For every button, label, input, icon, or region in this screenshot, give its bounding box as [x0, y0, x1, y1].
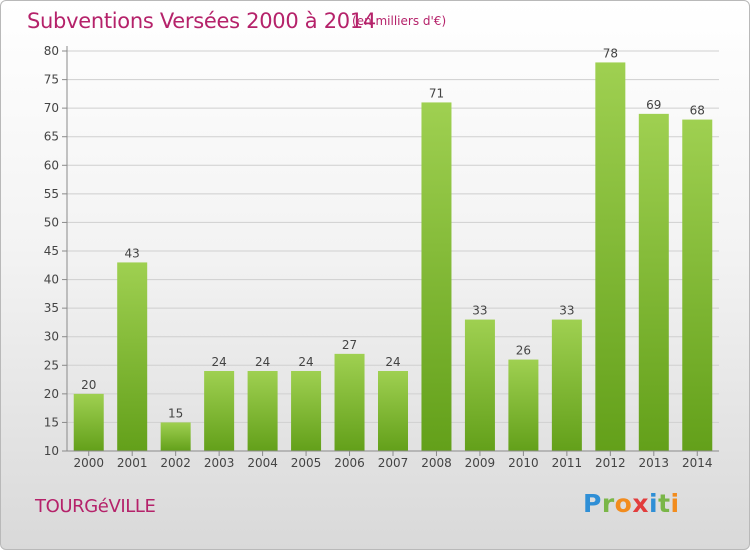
data-label: 24: [255, 355, 270, 369]
data-label: 24: [211, 355, 226, 369]
bar: [204, 371, 235, 451]
bar: [638, 113, 669, 451]
data-label: 69: [646, 98, 661, 112]
x-tick-label: 2003: [204, 456, 235, 470]
y-tick-label: 15: [44, 415, 59, 429]
bar: [247, 371, 278, 451]
y-tick-label: 30: [44, 330, 59, 344]
data-label: 15: [168, 406, 183, 420]
bar: [160, 422, 191, 451]
x-tick-label: 2007: [378, 456, 409, 470]
y-tick-label: 65: [44, 130, 59, 144]
data-label: 33: [559, 304, 574, 318]
chart-subtitle: (en milliers d'€): [352, 14, 447, 28]
y-tick-label: 55: [44, 187, 59, 201]
y-tick-label: 70: [44, 101, 59, 115]
y-tick-label: 10: [44, 444, 59, 458]
x-tick-label: 2009: [465, 456, 496, 470]
bar: [464, 319, 495, 451]
data-label: 26: [516, 344, 531, 358]
bar: [117, 262, 148, 451]
x-tick-label: 2012: [595, 456, 626, 470]
commune-name: TOURGéVILLE: [35, 496, 156, 517]
bar: [421, 102, 452, 451]
bar: [378, 371, 408, 451]
y-tick-label: 35: [44, 301, 59, 315]
y-tick-labels: 10 15 20 25 30 35 40 45 50 55 60 65 70 75 80: [44, 44, 59, 458]
bars: [73, 62, 713, 452]
y-tick-label: 50: [44, 215, 59, 229]
chart-title: Subventions Versées 2000 à 2014: [27, 9, 376, 33]
x-tick-label: 2010: [508, 456, 539, 470]
x-tick-label: 2004: [247, 456, 278, 470]
bar: [73, 393, 104, 451]
x-tick-label: 2000: [73, 456, 104, 470]
y-tick-label: 80: [44, 44, 59, 58]
bar: [682, 119, 713, 452]
x-tick-label: 2011: [552, 456, 583, 470]
x-tick-label: 2014: [682, 456, 713, 470]
bar: [291, 371, 322, 451]
x-tick-label: 2005: [291, 456, 322, 470]
data-label: 24: [385, 355, 400, 369]
bar: [551, 319, 582, 451]
proxiti-logo: Proxiti: [583, 489, 680, 518]
data-label: 24: [298, 355, 313, 369]
x-tick-label: 2008: [421, 456, 452, 470]
y-tick-label: 25: [44, 358, 59, 372]
y-tick-label: 40: [44, 273, 59, 287]
data-label: 20: [81, 378, 96, 392]
x-tick-labels: 2000 2001 2002 2003 2004 2005 2006 2007 2008 2009…: [73, 451, 713, 470]
data-label: 71: [429, 86, 444, 100]
x-tick-label: 2002: [160, 456, 191, 470]
bar: [334, 353, 365, 451]
data-label: 27: [342, 338, 357, 352]
data-label: 33: [472, 304, 487, 318]
x-tick-label: 2013: [639, 456, 670, 470]
x-tick-label: 2001: [117, 456, 148, 470]
y-tick-label: 20: [44, 387, 59, 401]
bar: [595, 62, 626, 452]
data-labels: 20 43 15 24 24 24 27 24 71 33 26 33 78 69 68: [81, 46, 705, 420]
data-label: 43: [125, 246, 140, 260]
y-tick-label: 60: [44, 158, 59, 172]
y-tick-label: 45: [44, 244, 59, 258]
data-label: 68: [690, 104, 705, 118]
data-label: 78: [603, 46, 618, 60]
bar: [508, 359, 539, 451]
x-tick-label: 2006: [334, 456, 365, 470]
y-tick-label: 75: [44, 73, 59, 87]
